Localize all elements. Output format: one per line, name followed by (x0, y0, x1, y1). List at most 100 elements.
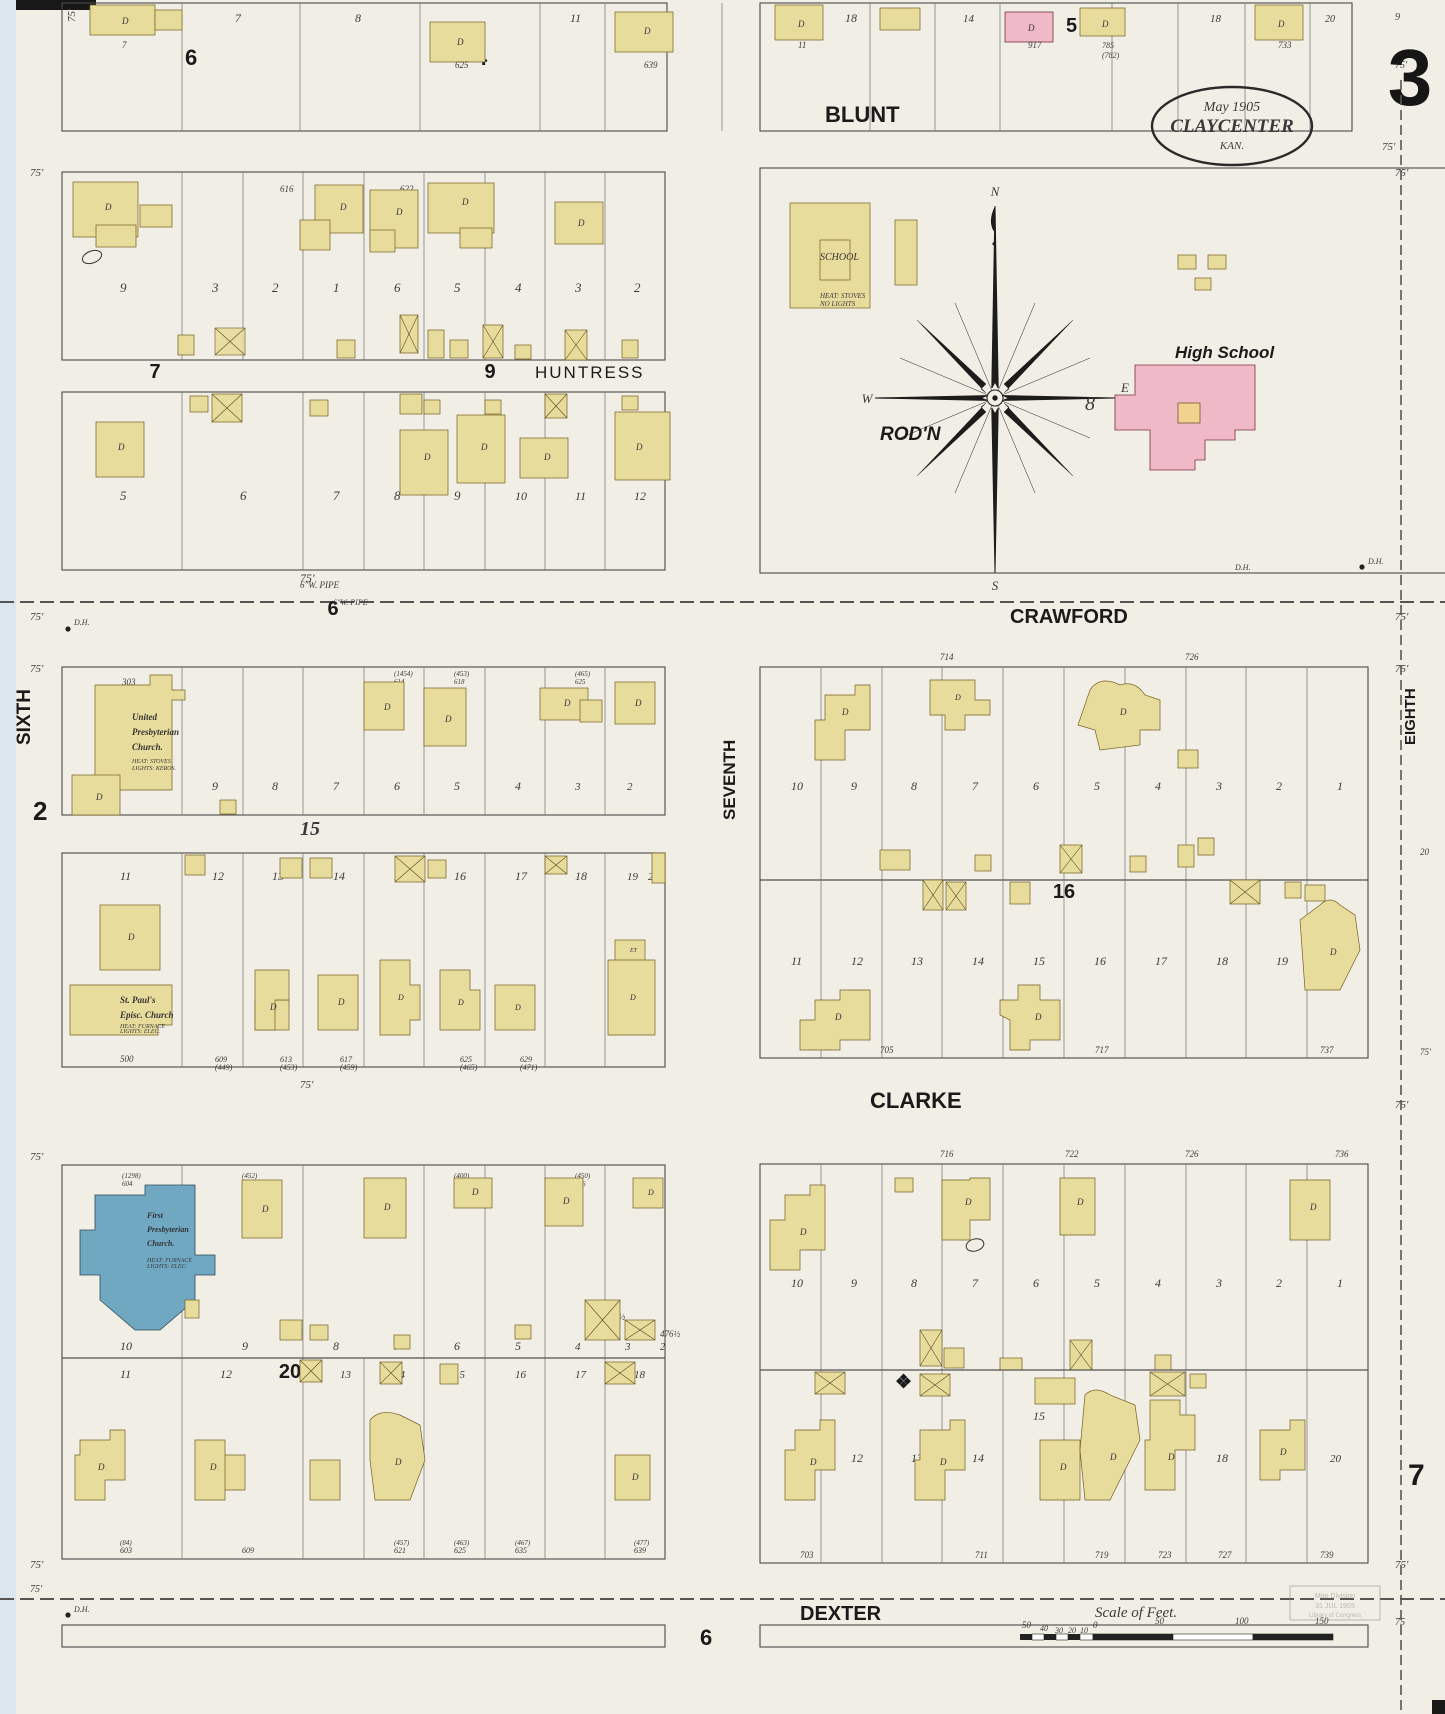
svg-text:KAN.: KAN. (1219, 140, 1244, 152)
svg-text:7: 7 (122, 40, 127, 50)
svg-text:12: 12 (634, 489, 646, 503)
svg-text:D: D (121, 16, 129, 26)
svg-text:D: D (117, 442, 125, 452)
svg-text:6: 6 (394, 280, 401, 295)
svg-text:D: D (563, 698, 571, 708)
svg-text:7: 7 (1408, 1459, 1425, 1492)
svg-text:Library of Congress: Library of Congress (1309, 1613, 1361, 1619)
svg-text:3: 3 (574, 781, 581, 793)
svg-text:10: 10 (120, 1339, 132, 1353)
svg-text:476½: 476½ (660, 1329, 681, 1339)
svg-text:D.H.: D.H. (73, 618, 90, 627)
svg-text:1: 1 (1337, 1276, 1343, 1290)
svg-text:5: 5 (454, 280, 461, 295)
svg-text:2: 2 (33, 796, 47, 826)
svg-text:716: 716 (940, 1149, 954, 1159)
svg-text:5: 5 (515, 1339, 521, 1353)
svg-text:9: 9 (212, 779, 218, 793)
svg-text:CLARKE: CLARKE (870, 1088, 962, 1113)
svg-text:High School: High School (1175, 343, 1275, 362)
svg-text:HEAT: STOVES: HEAT: STOVES (131, 759, 171, 765)
svg-text:❖: ❖ (895, 1372, 912, 1393)
svg-text:(453): (453) (280, 1063, 298, 1072)
svg-text:616: 616 (280, 184, 294, 194)
svg-text:75': 75' (1420, 1047, 1432, 1057)
svg-text:Map Division: Map Division (1315, 1593, 1355, 1600)
svg-text:St. Paul's: St. Paul's (120, 995, 156, 1005)
svg-text:CRAWFORD: CRAWFORD (1010, 606, 1128, 628)
svg-text:703: 703 (800, 1550, 814, 1560)
svg-text:11: 11 (120, 1367, 131, 1381)
svg-text:12: 12 (851, 1451, 863, 1465)
svg-text:D: D (383, 702, 391, 712)
svg-text:D: D (964, 1197, 972, 1207)
svg-text:635: 635 (515, 1546, 527, 1555)
svg-text:HEAT: STOVES: HEAT: STOVES (819, 292, 866, 300)
svg-text:11: 11 (798, 40, 806, 50)
svg-text:31 JUL 1955: 31 JUL 1955 (1315, 1603, 1355, 1610)
svg-text:9: 9 (454, 488, 461, 503)
svg-text:75': 75' (1382, 141, 1396, 153)
svg-text:Presbyterian: Presbyterian (147, 1225, 189, 1234)
svg-text:(477): (477) (634, 1539, 650, 1547)
svg-text:D: D (337, 997, 345, 1007)
svg-text:D: D (629, 993, 636, 1002)
svg-text:20: 20 (1330, 1453, 1342, 1465)
svg-text:6: 6 (394, 779, 400, 793)
svg-text:18: 18 (634, 1369, 646, 1381)
svg-text:16: 16 (1094, 954, 1106, 968)
svg-text:2: 2 (1276, 779, 1282, 793)
svg-text:75': 75' (30, 1151, 44, 1163)
svg-text:D: D (635, 442, 643, 452)
svg-text:3: 3 (1215, 779, 1222, 793)
svg-text:75': 75' (1395, 1099, 1409, 1111)
svg-text:6: 6 (240, 488, 247, 503)
svg-text:50: 50 (1155, 1616, 1165, 1626)
svg-text:75': 75' (30, 167, 44, 179)
svg-text:2: 2 (660, 1342, 665, 1353)
svg-text:4: 4 (1155, 779, 1161, 793)
svg-text:3: 3 (624, 1341, 631, 1353)
svg-text:D: D (1119, 707, 1127, 717)
svg-text:6: 6 (454, 1339, 460, 1353)
svg-text:20: 20 (279, 1361, 301, 1383)
svg-text:D: D (1034, 1012, 1042, 1022)
svg-text:705: 705 (880, 1045, 894, 1055)
svg-text:(457): (457) (394, 1539, 410, 1547)
svg-text:719: 719 (1095, 1550, 1109, 1560)
svg-text:75: 75 (1395, 1617, 1405, 1628)
svg-text:11: 11 (120, 869, 131, 883)
svg-text:13: 13 (340, 1369, 352, 1381)
svg-text:7: 7 (333, 779, 340, 793)
svg-text:16: 16 (454, 869, 466, 883)
svg-text:14: 14 (333, 869, 345, 883)
svg-text:D: D (1279, 1447, 1287, 1457)
svg-text:604: 604 (122, 1180, 133, 1188)
svg-text:D: D (394, 1457, 402, 1467)
svg-text:75': 75' (1395, 663, 1409, 675)
svg-text:D: D (797, 19, 805, 29)
svg-text:D: D (444, 714, 452, 724)
svg-text:ROD'N: ROD'N (880, 424, 942, 445)
svg-text:4: 4 (515, 280, 522, 295)
svg-text:(459): (459) (340, 1063, 358, 1072)
svg-text:ET: ET (629, 948, 638, 954)
svg-text:2: 2 (1276, 1276, 1282, 1290)
svg-text:DEXTER: DEXTER (800, 1603, 882, 1625)
svg-text:10: 10 (791, 1276, 803, 1290)
svg-text:50: 50 (1022, 1620, 1032, 1630)
svg-text:LIGHTS: KEROS.: LIGHTS: KEROS. (131, 766, 176, 772)
svg-text:13: 13 (911, 954, 923, 968)
svg-text:20: 20 (1420, 847, 1430, 857)
svg-text:723: 723 (1158, 1550, 1172, 1560)
svg-text:D: D (1277, 19, 1285, 29)
svg-text:D.H.: D.H. (1367, 557, 1384, 566)
svg-text:785: 785 (1102, 41, 1114, 50)
svg-text:75': 75' (1395, 611, 1409, 623)
svg-text:4: 4 (575, 1341, 581, 1353)
svg-text:625: 625 (454, 1546, 466, 1555)
svg-text:5: 5 (1094, 1276, 1100, 1290)
svg-text:D: D (1076, 1197, 1084, 1207)
svg-text:D.H.: D.H. (73, 1605, 90, 1614)
svg-text:3: 3 (574, 280, 582, 295)
